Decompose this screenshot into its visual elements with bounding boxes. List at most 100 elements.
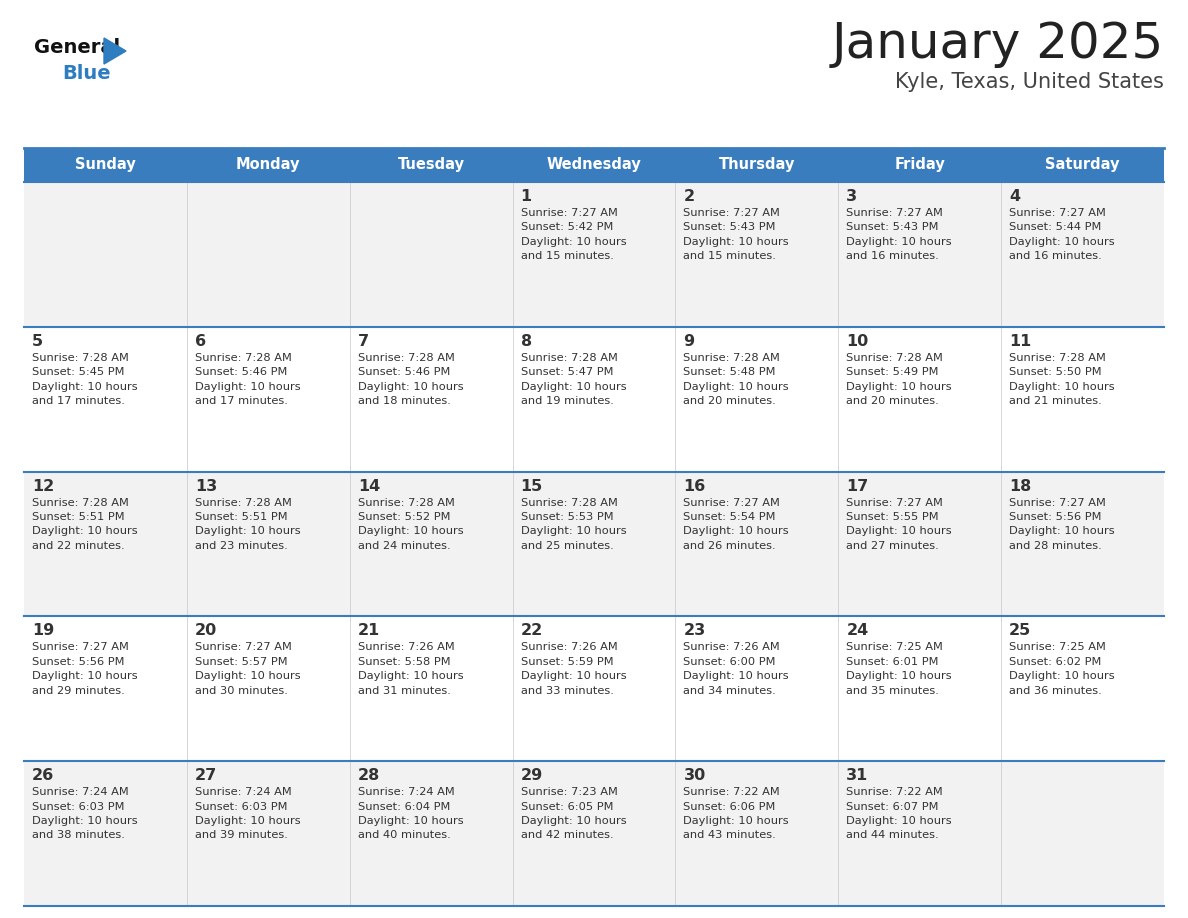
Text: 15: 15 [520, 478, 543, 494]
Text: Saturday: Saturday [1045, 158, 1120, 173]
Text: Sunrise: 7:27 AM
Sunset: 5:43 PM
Daylight: 10 hours
and 16 minutes.: Sunrise: 7:27 AM Sunset: 5:43 PM Dayligh… [846, 208, 952, 262]
Text: Sunrise: 7:27 AM
Sunset: 5:42 PM
Daylight: 10 hours
and 15 minutes.: Sunrise: 7:27 AM Sunset: 5:42 PM Dayligh… [520, 208, 626, 262]
Bar [349, 616, 512, 761]
Text: 13: 13 [195, 478, 217, 494]
Text: 14: 14 [358, 478, 380, 494]
Bar [1001, 761, 1164, 906]
Text: January 2025: January 2025 [832, 20, 1164, 68]
Bar [24, 148, 187, 182]
Bar [839, 182, 1001, 327]
Bar [349, 182, 512, 327]
Text: 5: 5 [32, 334, 43, 349]
Bar [24, 182, 187, 327]
Bar [512, 616, 676, 761]
Text: 27: 27 [195, 768, 217, 783]
Text: 31: 31 [846, 768, 868, 783]
Text: 19: 19 [32, 623, 55, 638]
Text: Sunrise: 7:27 AM
Sunset: 5:55 PM
Daylight: 10 hours
and 27 minutes.: Sunrise: 7:27 AM Sunset: 5:55 PM Dayligh… [846, 498, 952, 551]
Text: 16: 16 [683, 478, 706, 494]
Bar [839, 327, 1001, 472]
Text: Sunrise: 7:28 AM
Sunset: 5:45 PM
Daylight: 10 hours
and 17 minutes.: Sunrise: 7:28 AM Sunset: 5:45 PM Dayligh… [32, 353, 138, 406]
Text: Sunrise: 7:24 AM
Sunset: 6:04 PM
Daylight: 10 hours
and 40 minutes.: Sunrise: 7:24 AM Sunset: 6:04 PM Dayligh… [358, 788, 463, 840]
Text: Sunrise: 7:28 AM
Sunset: 5:48 PM
Daylight: 10 hours
and 20 minutes.: Sunrise: 7:28 AM Sunset: 5:48 PM Dayligh… [683, 353, 789, 406]
Bar [676, 472, 839, 616]
Text: Sunrise: 7:27 AM
Sunset: 5:56 PM
Daylight: 10 hours
and 29 minutes.: Sunrise: 7:27 AM Sunset: 5:56 PM Dayligh… [32, 643, 138, 696]
Text: 22: 22 [520, 623, 543, 638]
Text: Sunrise: 7:28 AM
Sunset: 5:51 PM
Daylight: 10 hours
and 22 minutes.: Sunrise: 7:28 AM Sunset: 5:51 PM Dayligh… [32, 498, 138, 551]
Bar [1001, 148, 1164, 182]
Text: 11: 11 [1009, 334, 1031, 349]
Text: Sunrise: 7:26 AM
Sunset: 6:00 PM
Daylight: 10 hours
and 34 minutes.: Sunrise: 7:26 AM Sunset: 6:00 PM Dayligh… [683, 643, 789, 696]
Text: Sunrise: 7:28 AM
Sunset: 5:46 PM
Daylight: 10 hours
and 18 minutes.: Sunrise: 7:28 AM Sunset: 5:46 PM Dayligh… [358, 353, 463, 406]
Text: 18: 18 [1009, 478, 1031, 494]
Bar [1001, 327, 1164, 472]
Text: 25: 25 [1009, 623, 1031, 638]
Bar [676, 182, 839, 327]
Bar [839, 472, 1001, 616]
Text: Sunrise: 7:25 AM
Sunset: 6:01 PM
Daylight: 10 hours
and 35 minutes.: Sunrise: 7:25 AM Sunset: 6:01 PM Dayligh… [846, 643, 952, 696]
Bar [24, 472, 187, 616]
Text: Sunrise: 7:26 AM
Sunset: 5:59 PM
Daylight: 10 hours
and 33 minutes.: Sunrise: 7:26 AM Sunset: 5:59 PM Dayligh… [520, 643, 626, 696]
Text: Sunrise: 7:22 AM
Sunset: 6:06 PM
Daylight: 10 hours
and 43 minutes.: Sunrise: 7:22 AM Sunset: 6:06 PM Dayligh… [683, 788, 789, 840]
Text: Sunrise: 7:28 AM
Sunset: 5:52 PM
Daylight: 10 hours
and 24 minutes.: Sunrise: 7:28 AM Sunset: 5:52 PM Dayligh… [358, 498, 463, 551]
Text: Friday: Friday [895, 158, 946, 173]
Text: Sunrise: 7:28 AM
Sunset: 5:53 PM
Daylight: 10 hours
and 25 minutes.: Sunrise: 7:28 AM Sunset: 5:53 PM Dayligh… [520, 498, 626, 551]
Bar [1001, 182, 1164, 327]
Bar [676, 761, 839, 906]
Text: Sunrise: 7:24 AM
Sunset: 6:03 PM
Daylight: 10 hours
and 39 minutes.: Sunrise: 7:24 AM Sunset: 6:03 PM Dayligh… [195, 788, 301, 840]
Text: Sunrise: 7:26 AM
Sunset: 5:58 PM
Daylight: 10 hours
and 31 minutes.: Sunrise: 7:26 AM Sunset: 5:58 PM Dayligh… [358, 643, 463, 696]
Text: 4: 4 [1009, 189, 1020, 204]
Text: Sunrise: 7:28 AM
Sunset: 5:47 PM
Daylight: 10 hours
and 19 minutes.: Sunrise: 7:28 AM Sunset: 5:47 PM Dayligh… [520, 353, 626, 406]
Bar [676, 616, 839, 761]
Text: Sunrise: 7:24 AM
Sunset: 6:03 PM
Daylight: 10 hours
and 38 minutes.: Sunrise: 7:24 AM Sunset: 6:03 PM Dayligh… [32, 788, 138, 840]
Bar [1001, 616, 1164, 761]
Text: 23: 23 [683, 623, 706, 638]
Text: Sunrise: 7:28 AM
Sunset: 5:49 PM
Daylight: 10 hours
and 20 minutes.: Sunrise: 7:28 AM Sunset: 5:49 PM Dayligh… [846, 353, 952, 406]
Bar [187, 761, 349, 906]
Text: 8: 8 [520, 334, 532, 349]
Text: 20: 20 [195, 623, 217, 638]
Text: Monday: Monday [236, 158, 301, 173]
Bar [1001, 472, 1164, 616]
Bar [839, 616, 1001, 761]
Text: 29: 29 [520, 768, 543, 783]
Text: Sunrise: 7:23 AM
Sunset: 6:05 PM
Daylight: 10 hours
and 42 minutes.: Sunrise: 7:23 AM Sunset: 6:05 PM Dayligh… [520, 788, 626, 840]
Text: Sunrise: 7:27 AM
Sunset: 5:56 PM
Daylight: 10 hours
and 28 minutes.: Sunrise: 7:27 AM Sunset: 5:56 PM Dayligh… [1009, 498, 1114, 551]
Text: 24: 24 [846, 623, 868, 638]
Bar [349, 472, 512, 616]
Bar [349, 761, 512, 906]
Text: Wednesday: Wednesday [546, 158, 642, 173]
Text: 1: 1 [520, 189, 532, 204]
Text: 2: 2 [683, 189, 695, 204]
Text: Sunrise: 7:28 AM
Sunset: 5:46 PM
Daylight: 10 hours
and 17 minutes.: Sunrise: 7:28 AM Sunset: 5:46 PM Dayligh… [195, 353, 301, 406]
Text: Blue: Blue [62, 64, 110, 83]
Text: 9: 9 [683, 334, 695, 349]
Bar [187, 148, 349, 182]
Text: Sunrise: 7:28 AM
Sunset: 5:51 PM
Daylight: 10 hours
and 23 minutes.: Sunrise: 7:28 AM Sunset: 5:51 PM Dayligh… [195, 498, 301, 551]
Text: 3: 3 [846, 189, 858, 204]
Text: Sunrise: 7:25 AM
Sunset: 6:02 PM
Daylight: 10 hours
and 36 minutes.: Sunrise: 7:25 AM Sunset: 6:02 PM Dayligh… [1009, 643, 1114, 696]
Text: Tuesday: Tuesday [398, 158, 465, 173]
Text: Sunrise: 7:27 AM
Sunset: 5:54 PM
Daylight: 10 hours
and 26 minutes.: Sunrise: 7:27 AM Sunset: 5:54 PM Dayligh… [683, 498, 789, 551]
Text: Sunrise: 7:28 AM
Sunset: 5:50 PM
Daylight: 10 hours
and 21 minutes.: Sunrise: 7:28 AM Sunset: 5:50 PM Dayligh… [1009, 353, 1114, 406]
Text: Thursday: Thursday [719, 158, 795, 173]
Bar [24, 327, 187, 472]
Bar [24, 761, 187, 906]
Bar [187, 182, 349, 327]
Bar [512, 148, 676, 182]
Text: 12: 12 [32, 478, 55, 494]
Bar [839, 761, 1001, 906]
Bar [512, 327, 676, 472]
Text: 30: 30 [683, 768, 706, 783]
Bar [24, 616, 187, 761]
Text: 17: 17 [846, 478, 868, 494]
Text: 26: 26 [32, 768, 55, 783]
Text: Sunrise: 7:27 AM
Sunset: 5:43 PM
Daylight: 10 hours
and 15 minutes.: Sunrise: 7:27 AM Sunset: 5:43 PM Dayligh… [683, 208, 789, 262]
Bar [187, 472, 349, 616]
Text: 10: 10 [846, 334, 868, 349]
Bar [187, 616, 349, 761]
Text: Sunrise: 7:22 AM
Sunset: 6:07 PM
Daylight: 10 hours
and 44 minutes.: Sunrise: 7:22 AM Sunset: 6:07 PM Dayligh… [846, 788, 952, 840]
Bar [187, 327, 349, 472]
Polygon shape [105, 38, 126, 64]
Bar [512, 182, 676, 327]
